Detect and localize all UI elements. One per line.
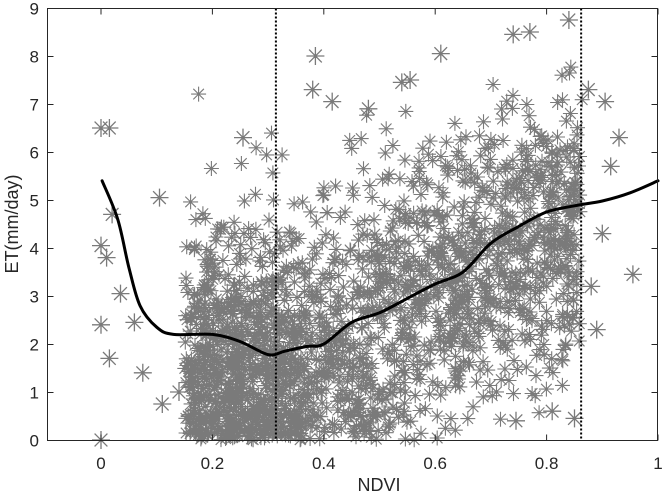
scatter-cloud bbox=[177, 59, 590, 448]
y-tick-label: 2 bbox=[30, 336, 39, 355]
y-tick-label: 7 bbox=[30, 96, 39, 115]
plot-area-frame bbox=[47, 8, 658, 441]
x-tick-label: 0.6 bbox=[423, 454, 447, 473]
threshold-lines bbox=[274, 8, 583, 441]
y-tick-label: 5 bbox=[30, 192, 39, 211]
y-axis-label: ET(mm/day) bbox=[2, 175, 22, 274]
x-tick-label: 0.4 bbox=[312, 454, 336, 473]
smoothed-fit-line bbox=[100, 179, 660, 357]
x-tick-label: 0.8 bbox=[535, 454, 559, 473]
x-tick-label: 1 bbox=[653, 454, 662, 473]
y-tick-label: 3 bbox=[30, 288, 39, 307]
scatter-outliers bbox=[92, 11, 642, 449]
scatter-points bbox=[92, 11, 642, 449]
y-tick-label: 1 bbox=[30, 384, 39, 403]
y-tick-label: 8 bbox=[30, 48, 39, 67]
x-tick-label: 0.2 bbox=[201, 454, 225, 473]
y-axis: 0 1 2 3 4 5 6 7 8 9 bbox=[30, 0, 658, 451]
y-tick-label: 9 bbox=[30, 0, 39, 19]
y-tick-label: 0 bbox=[30, 432, 39, 451]
x-axis: 0 0.2 0.4 0.6 0.8 1 bbox=[96, 8, 662, 473]
y-tick-label: 6 bbox=[30, 144, 39, 163]
y-tick-label: 4 bbox=[30, 240, 39, 259]
x-axis-label: NDVI bbox=[357, 475, 400, 495]
x-tick-label: 0 bbox=[96, 454, 105, 473]
